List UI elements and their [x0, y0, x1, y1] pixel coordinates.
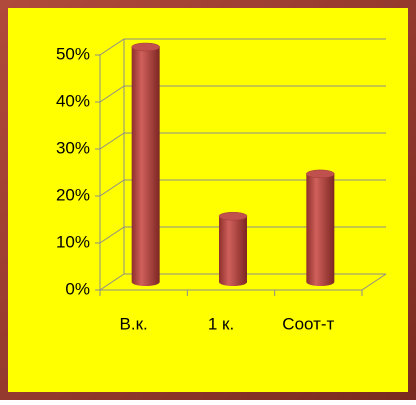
bar-body [131, 47, 160, 286]
bar-top [306, 169, 335, 179]
y-tick-label: 10% [56, 232, 90, 251]
y-tick-label: 20% [56, 185, 90, 204]
x-tick-label: Соот-т [282, 314, 334, 333]
bar [131, 42, 160, 286]
plot-background [8, 8, 408, 392]
grid-line [99, 38, 125, 56]
y-tick-label: 30% [56, 138, 90, 157]
x-tick-label: В.к. [120, 314, 148, 333]
floor-edge [361, 273, 387, 291]
y-tick-label: 50% [56, 44, 90, 63]
bar-body [306, 173, 335, 286]
bar-top [218, 211, 248, 221]
grid-line [99, 85, 125, 103]
grid-line [99, 132, 125, 150]
bar [306, 169, 335, 286]
y-tick-label: 0% [65, 279, 90, 298]
grid-line [99, 179, 125, 197]
x-tick-label: 1 к. [208, 314, 234, 333]
y-tick-label: 40% [56, 91, 90, 110]
bar-top [131, 42, 160, 52]
grid-line [99, 226, 125, 244]
bar [218, 211, 248, 286]
bar-body [219, 216, 247, 286]
grid-line [99, 273, 125, 291]
